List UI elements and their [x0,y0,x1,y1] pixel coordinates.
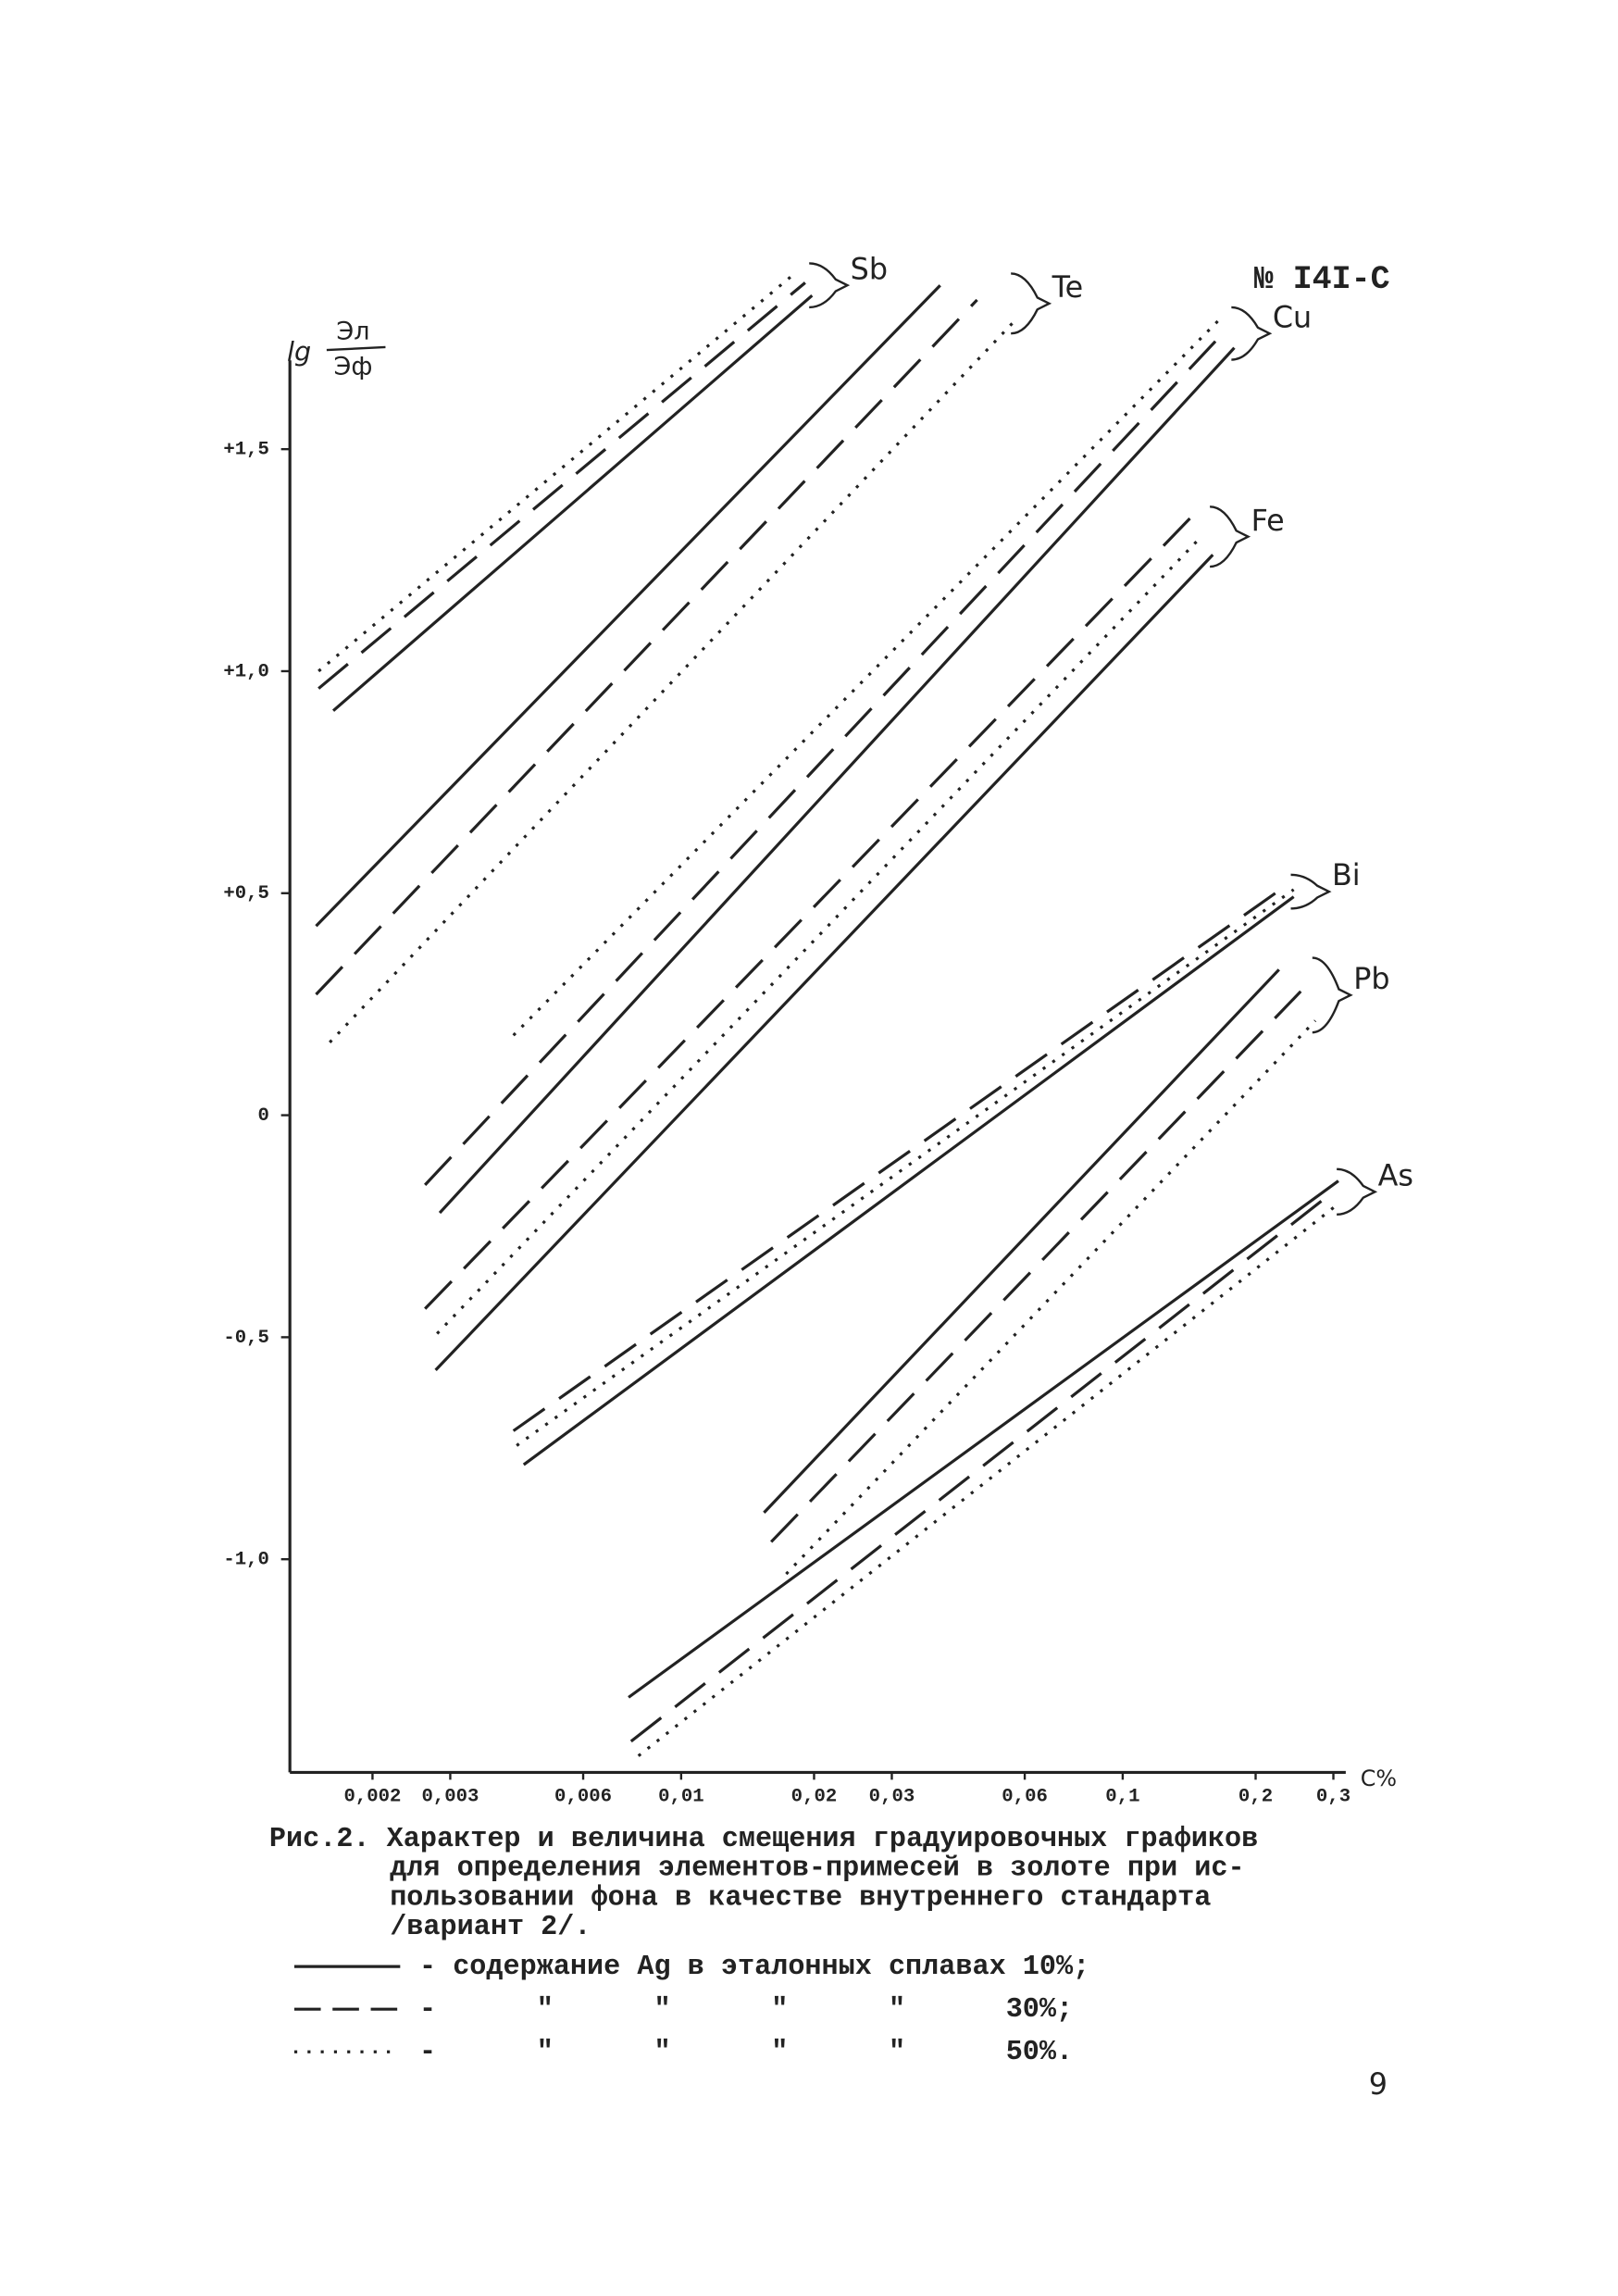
calibration-line [522,895,1295,1466]
element-label: Cu [1273,301,1312,334]
x-tick-label: 0,03 [869,1786,915,1807]
brace [1011,272,1052,335]
y-tick-label: +1,5 [223,440,269,461]
y-label-numerator: Эл [336,318,369,346]
page-number: 9 [1369,2068,1388,2102]
doc-code: № I4I-C [1254,262,1390,298]
calibration-line [329,320,1015,1044]
calibration-line [512,318,1222,1037]
calibration-line [317,281,806,690]
brace [809,262,851,309]
calibration-line [317,273,794,673]
element-label: Fe [1251,505,1285,538]
legend-text: - содержание Ag в эталонных сплавах 10%; [419,1952,1089,1983]
x-tick-label: 0,1 [1105,1786,1139,1807]
y-tick-label: +1,0 [223,661,269,682]
calibration-line [629,1189,1336,1743]
calibration-line [315,284,941,928]
x-tick-label: 0,2 [1238,1786,1273,1807]
element-label: Bi [1332,859,1361,892]
calibration-line [785,1019,1317,1576]
element-label: Te [1052,271,1084,305]
y-tick-label: 0 [258,1105,269,1127]
brace [1231,306,1273,361]
x-axis-label: C% [1361,1766,1397,1791]
x-tick-label: 0,002 [343,1786,401,1807]
x-tick-label: 0,3 [1316,1786,1350,1807]
x-tick-label: 0,02 [791,1786,838,1807]
calibration-line [763,968,1280,1514]
y-axis-label: lg Эл Эф [287,318,386,381]
calibration-line [512,885,1287,1432]
caption-line: пользовании фона в качестве внутреннего … [390,1882,1211,1914]
calibration-line [315,298,978,996]
element-label: As [1378,1159,1413,1192]
x-tick-label: 0,06 [1002,1786,1048,1807]
calibration-line [424,328,1228,1186]
caption-line: Рис.2. Характер и величина смещения град… [269,1824,1258,1855]
calibration-line [637,1201,1341,1757]
brace [1210,505,1251,568]
calibration-line [434,554,1214,1371]
legend-text: - " " " " 50%. [419,2037,1073,2068]
calibration-line [332,293,814,712]
y-tick-label: -1,0 [223,1550,269,1571]
brace [1312,956,1353,1034]
legend-text: - " " " " 30%; [419,1994,1073,2026]
y-tick-label: +0,5 [223,883,269,905]
brace [1290,873,1332,910]
element-label: Pb [1353,963,1389,996]
element-label: Sb [851,253,888,286]
y-tick-label: -0,5 [223,1328,269,1349]
x-tick-label: 0,006 [554,1786,612,1807]
calibration-line [770,990,1302,1543]
brace [1337,1167,1378,1216]
calibration-line [438,346,1236,1215]
y-label-denominator: Эф [334,353,373,381]
fraction-bar [326,345,386,352]
calibration-line [628,1179,1339,1699]
caption-line: /вариант 2/. [390,1912,591,1943]
x-tick-label: 0,01 [658,1786,704,1807]
caption-line: для определения элементов-примесей в зол… [390,1853,1244,1885]
x-tick-label: 0,003 [421,1786,479,1807]
calibration-line [424,517,1191,1310]
